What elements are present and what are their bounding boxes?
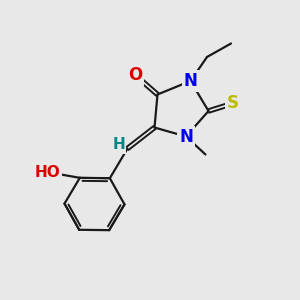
Text: HO: HO <box>35 165 61 180</box>
Text: N: N <box>184 72 197 90</box>
Text: O: O <box>128 66 142 84</box>
Text: H: H <box>112 137 125 152</box>
Text: S: S <box>226 94 238 112</box>
Text: N: N <box>179 128 193 146</box>
